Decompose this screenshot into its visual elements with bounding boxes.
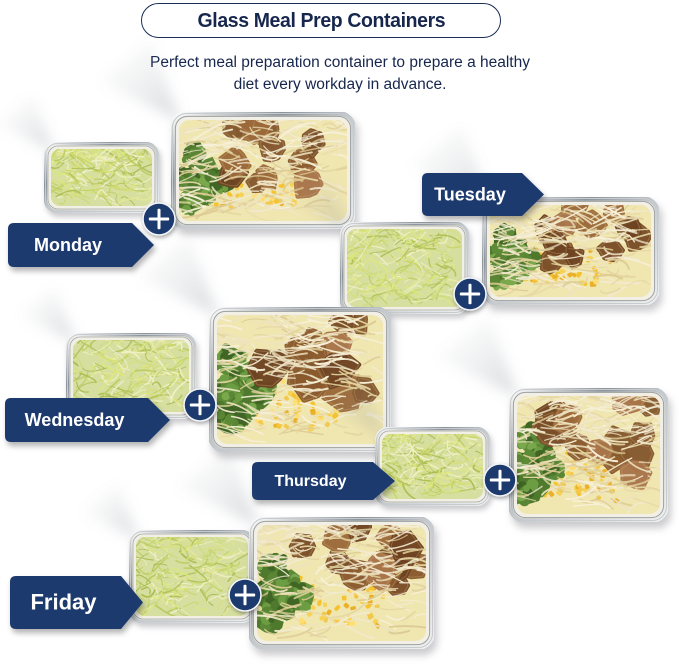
svg-text:Friday: Friday	[30, 589, 97, 614]
svg-text:Tuesday: Tuesday	[434, 184, 506, 204]
svg-text:Wednesday: Wednesday	[25, 410, 125, 430]
svg-text:Monday: Monday	[34, 235, 102, 255]
